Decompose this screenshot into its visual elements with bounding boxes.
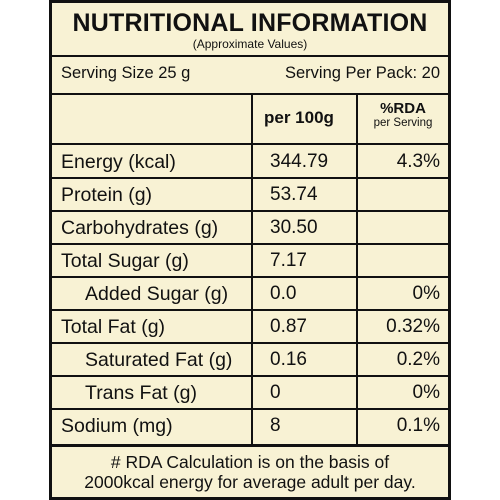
servings-per-pack: Serving Per Pack: 20 [285,64,440,82]
serving-info: Serving Size 25 g Serving Per Pack: 20 [52,55,448,95]
nutrient-name: Total Sugar (g) [61,250,189,272]
nutrient-value: 0.16 [270,349,307,370]
nutrient-name: Trans Fat (g) [85,382,197,404]
row-divider [52,243,448,245]
serving-size: Serving Size 25 g [61,64,191,82]
row-divider [52,210,448,212]
nutrient-name: Added Sugar (g) [85,283,229,305]
nutrient-value: 344.79 [270,151,329,172]
nutrient-rda: 0% [412,283,440,304]
nutrition-table: per 100g %RDA per Serving Energy (kcal) 3… [52,93,448,444]
rda-header-label: %RDA [380,100,426,117]
footer-note-line2: 2000kcal energy for average adult per da… [84,472,416,492]
label-subtitle: (Approximate Values) [192,37,308,51]
nutrient-value: 8 [270,415,281,436]
nutrient-value: 7.17 [270,250,307,271]
label-header: NUTRITIONAL INFORMATION (Approximate Val… [52,3,448,57]
row-divider [52,143,448,145]
nutrient-rda: 0% [412,382,440,403]
nutrient-name: Total Fat (g) [61,316,166,338]
nutrient-value: 30.50 [270,217,318,238]
rda-header-sublabel: per Serving [373,117,433,129]
column-divider [251,93,253,444]
nutrient-rda: 4.3% [396,151,440,172]
column-divider [356,93,358,444]
label-title: NUTRITIONAL INFORMATION [72,9,428,37]
nutrient-value: 0 [270,382,281,403]
row-divider [52,309,448,311]
nutrition-label: NUTRITIONAL INFORMATION (Approximate Val… [49,0,451,500]
row-divider [52,177,448,179]
row-divider [52,408,448,410]
row-divider [52,375,448,377]
nutrient-name: Carbohydrates (g) [61,217,219,239]
nutrient-value: 53.74 [270,184,318,205]
row-divider [52,342,448,344]
nutrient-rda: 0.2% [396,349,440,370]
column-header-rda: %RDA per Serving [358,100,448,130]
nutrient-value: 0.0 [270,283,297,304]
nutrient-name: Protein (g) [61,184,153,206]
row-divider [52,276,448,278]
label-footer: # RDA Calculation is on the basis of 200… [52,444,448,497]
nutrient-rda: 0.1% [396,415,440,436]
nutrient-name: Energy (kcal) [61,151,176,173]
nutrient-name: Saturated Fat (g) [85,349,233,371]
footer-note-line1: # RDA Calculation is on the basis of [110,452,390,472]
column-header-per100g: per 100g [264,108,334,127]
nutrient-name: Sodium (mg) [61,415,173,437]
nutrient-rda: 0.32% [386,316,440,337]
nutrient-value: 0.87 [270,316,307,337]
